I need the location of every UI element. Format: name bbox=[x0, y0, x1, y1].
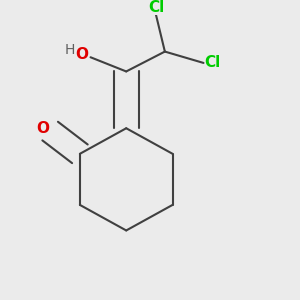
Text: Cl: Cl bbox=[204, 56, 220, 70]
Text: H: H bbox=[64, 43, 75, 57]
Text: O: O bbox=[75, 47, 88, 62]
Text: O: O bbox=[36, 121, 49, 136]
Text: Cl: Cl bbox=[148, 0, 164, 15]
